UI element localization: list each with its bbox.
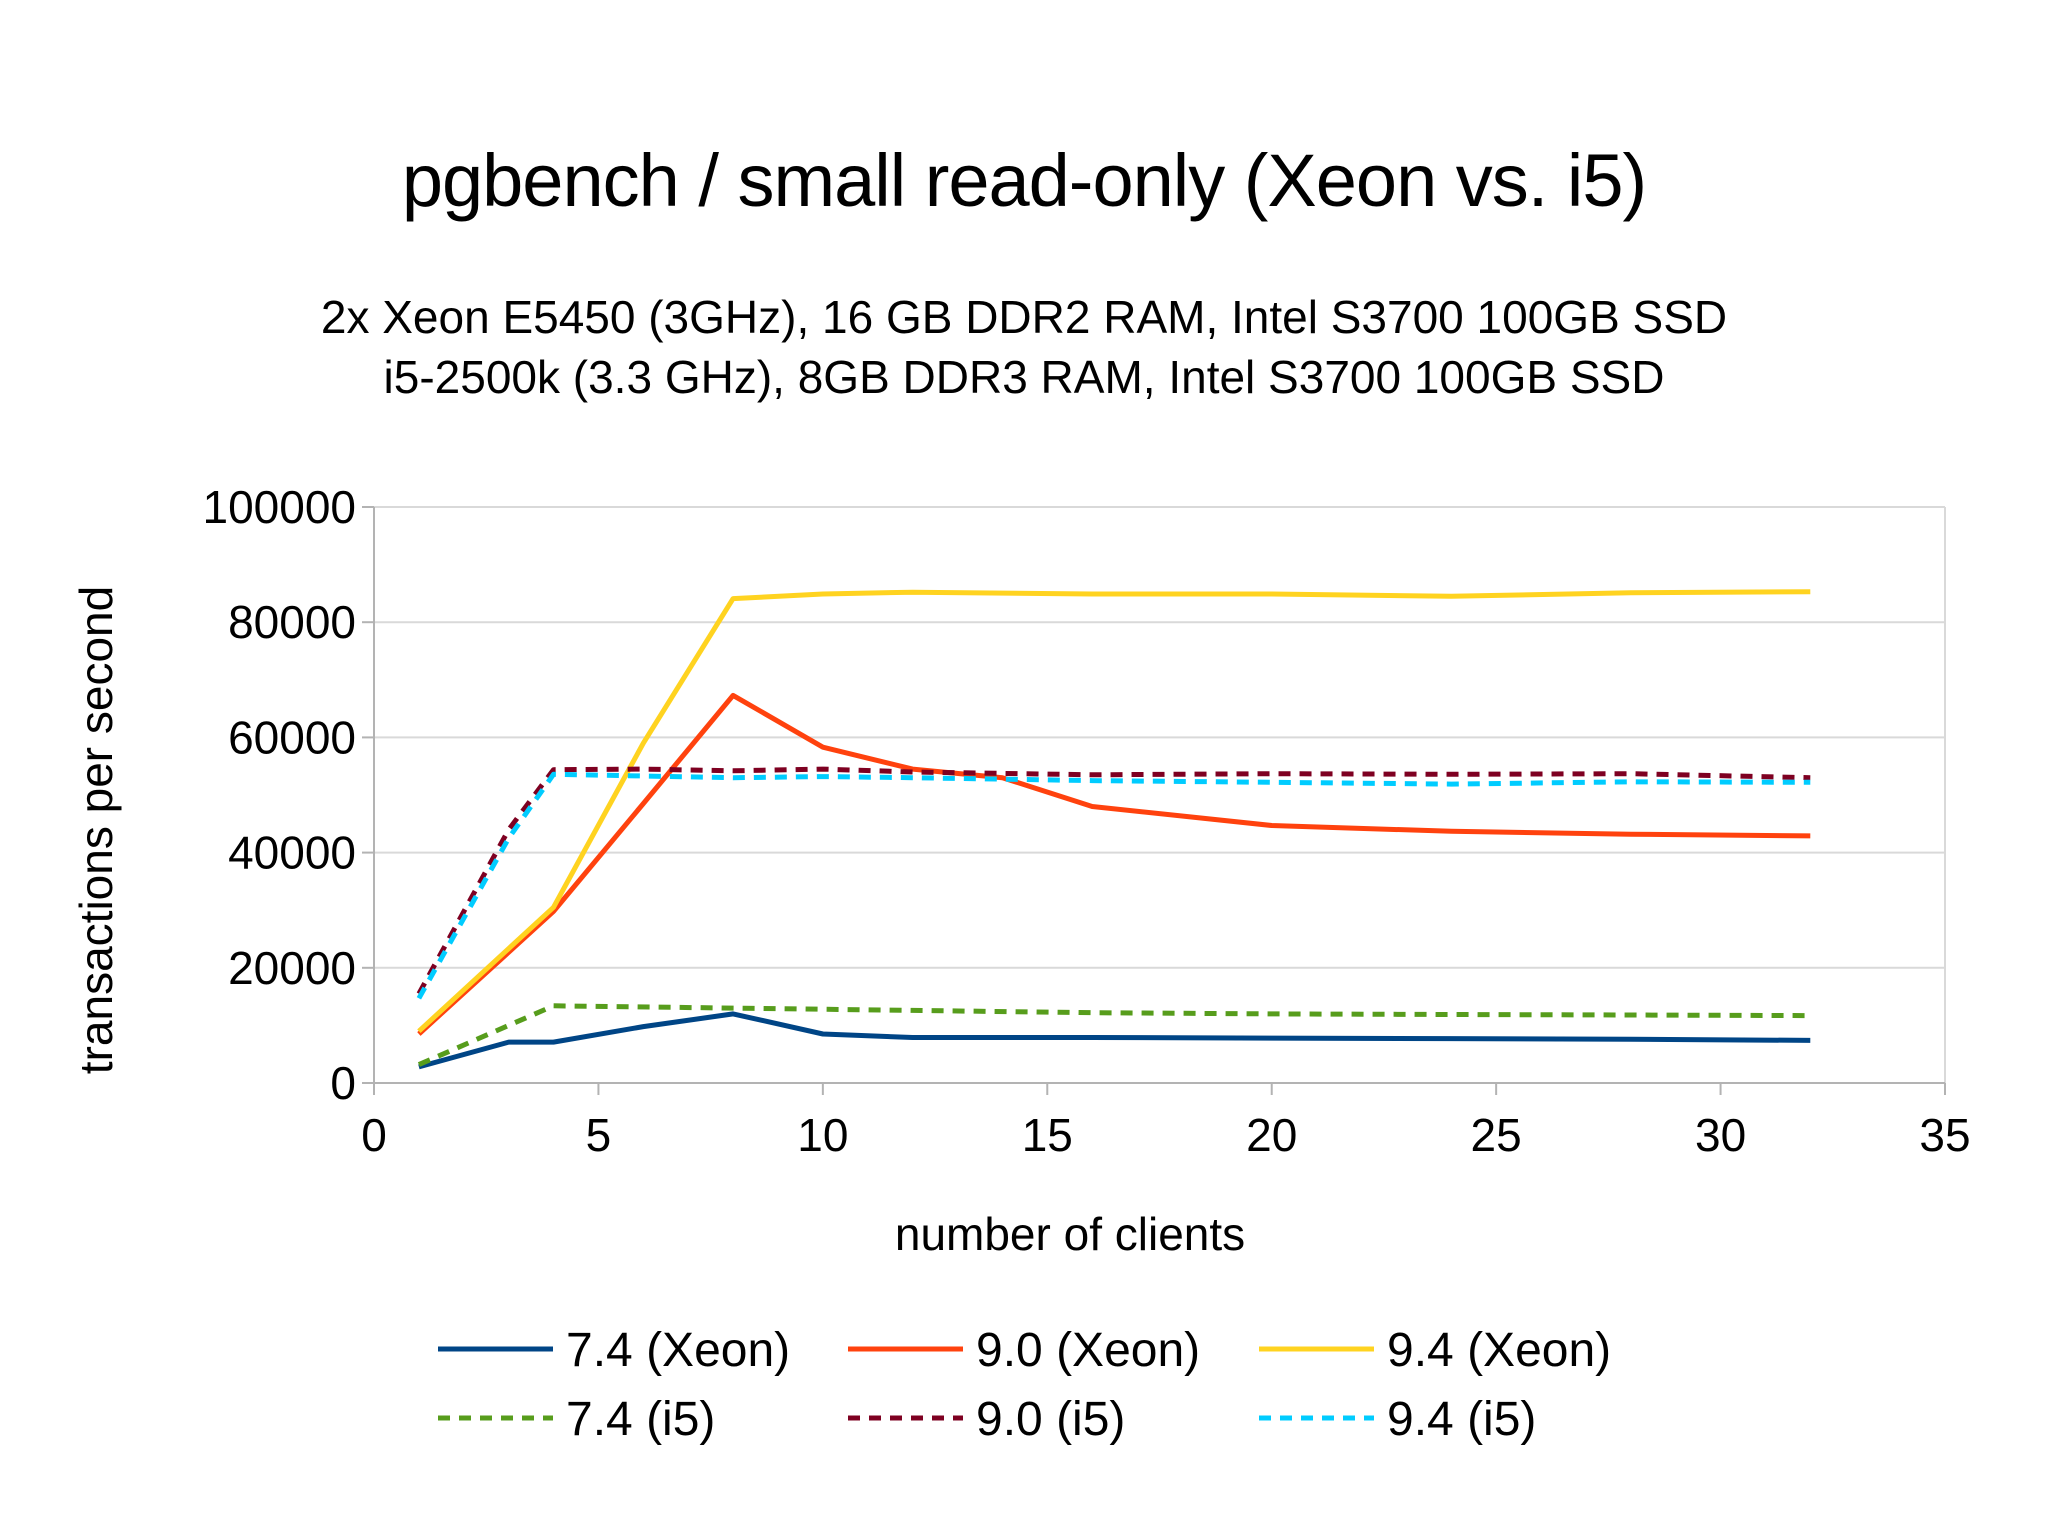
tick-labels: 0 5 10 15 20 25 30 35 0 20000 40000 60000 80000 10000… xyxy=(203,481,1971,1161)
legend-label-1: 9.0 (Xeon) xyxy=(976,1324,1200,1377)
legend-label-4: 9.0 (i5) xyxy=(976,1393,1125,1446)
y-tick-label-1: 20000 xyxy=(228,942,356,994)
x-tick-label-4: 20 xyxy=(1246,1109,1297,1161)
series-line-4 xyxy=(416,766,1811,995)
y-tick-label-5: 100000 xyxy=(203,481,357,533)
x-tick-label-0: 0 xyxy=(361,1109,387,1161)
axes xyxy=(362,506,1946,1095)
y-tick-label-2: 40000 xyxy=(228,827,356,879)
legend-label-2: 9.4 (Xeon) xyxy=(1387,1324,1611,1377)
x-tick-label-5: 25 xyxy=(1471,1109,1522,1161)
x-axis-title: number of clients xyxy=(895,1208,1245,1260)
x-tick-label-6: 30 xyxy=(1695,1109,1746,1161)
legend-label-5: 9.4 (i5) xyxy=(1387,1393,1536,1446)
series-line-3 xyxy=(417,1003,1811,1067)
series-line-2 xyxy=(417,589,1811,1034)
chart-subtitle-line-2: i5-2500k (3.3 GHz), 8GB DDR3 RAM, Intel … xyxy=(383,351,1665,403)
x-tick-label-7: 35 xyxy=(1919,1109,1970,1161)
chart-subtitle-line-1: 2x Xeon E5450 (3GHz), 16 GB DDR2 RAM, In… xyxy=(320,291,1728,343)
legend-label-0: 7.4 (Xeon) xyxy=(566,1324,790,1377)
y-tick-label-4: 80000 xyxy=(228,596,356,648)
grid-lines xyxy=(374,506,1946,1083)
series-lines xyxy=(416,589,1811,1070)
x-tick-label-2: 10 xyxy=(797,1109,848,1161)
y-tick-label-0: 0 xyxy=(330,1057,356,1109)
y-axis-title: transactions per second xyxy=(70,586,122,1074)
y-tick-label-3: 60000 xyxy=(228,711,356,763)
chart-title: pgbench / small read-only (Xeon vs. i5) xyxy=(401,139,1647,222)
legend: 7.4 (Xeon) 9.0 (Xeon) 9.4 (Xeon) 7.4 (i5) 9.… xyxy=(438,1324,1611,1446)
series-line-0 xyxy=(418,1011,1811,1070)
x-tick-label-3: 15 xyxy=(1022,1109,1073,1161)
legend-label-3: 7.4 (i5) xyxy=(566,1393,715,1446)
x-tick-label-1: 5 xyxy=(586,1109,612,1161)
series-line-1 xyxy=(417,692,1811,1036)
series-line-5 xyxy=(416,771,1811,1000)
